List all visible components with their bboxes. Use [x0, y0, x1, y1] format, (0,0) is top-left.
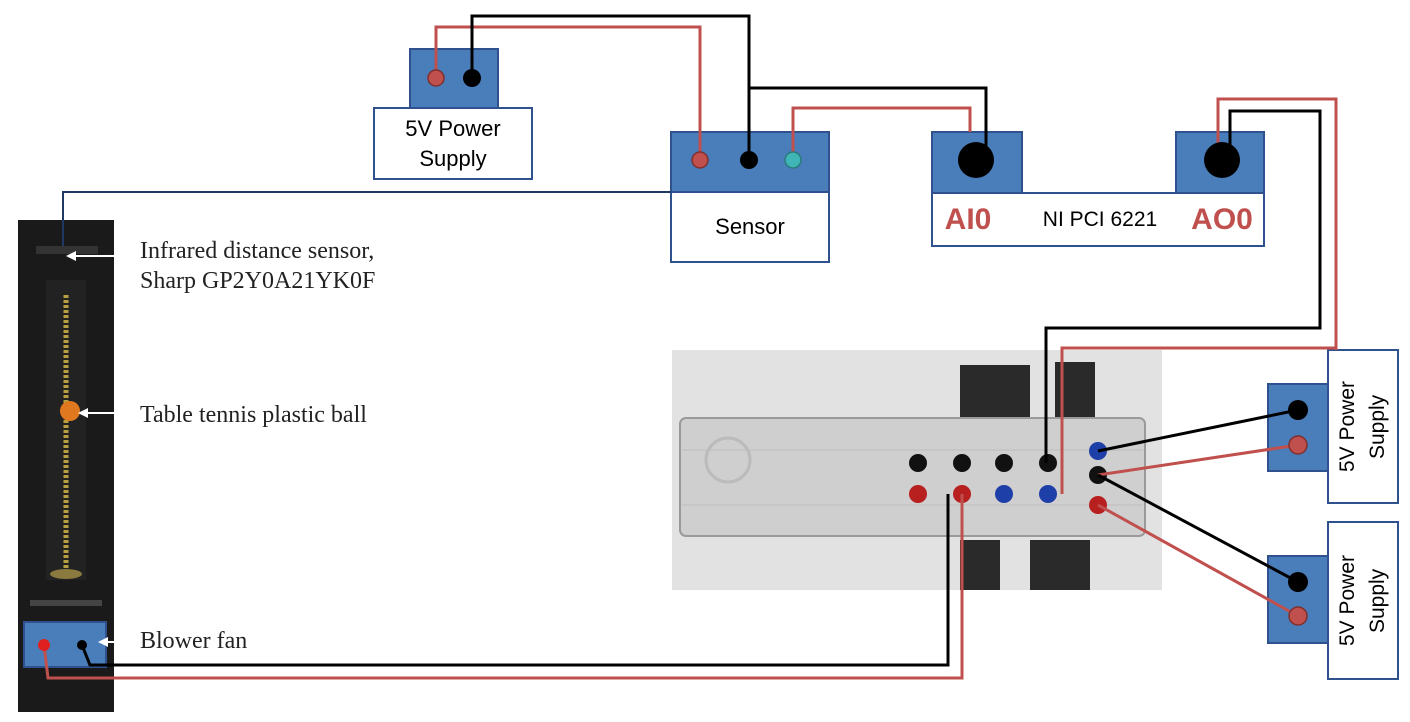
- right-supply-2-label: 5V Power Supply: [1330, 524, 1396, 677]
- ball-annotation: Table tennis plastic ball: [140, 402, 367, 428]
- right-supply-2-terminal-block: [1267, 555, 1329, 644]
- right-supply-1-label-box: [1327, 349, 1399, 504]
- top-supply-label-box: [373, 107, 533, 180]
- daq-card-label: NI PCI 6221: [1042, 208, 1158, 231]
- sensor-annotation-line1: Infrared distance sensor,: [140, 238, 375, 264]
- sensor-annotation: Infrared distance sensor, Sharp GP2Y0A21…: [140, 236, 375, 296]
- ball-icon: [60, 401, 80, 421]
- right-supply-1-positive-terminal: [1288, 435, 1308, 455]
- ai0-terminal: [958, 142, 994, 178]
- right-supply-1-label-line1: 5V Power: [1336, 380, 1359, 473]
- top-supply-terminal-block: [409, 48, 499, 109]
- wires: [42, 14, 1338, 680]
- sensor-label-box: [670, 191, 830, 263]
- ao0-terminal: [1204, 142, 1240, 178]
- fan-annotation: Blower fan: [140, 628, 248, 654]
- fan-negative-terminal: [77, 640, 87, 650]
- top-supply-negative-terminal: [463, 69, 481, 87]
- fan-positive-terminal: [38, 639, 50, 651]
- sensor-ground-terminal: [740, 151, 758, 169]
- top-supply-positive-terminal: [427, 69, 445, 87]
- daq-card-box: [931, 192, 1265, 247]
- right-supply-1-negative-terminal: [1288, 400, 1308, 420]
- right-supply-2-negative-terminal: [1288, 572, 1308, 592]
- ai0-label: AI0: [944, 203, 992, 236]
- right-supply-2-label-box: [1327, 521, 1399, 680]
- top-supply-label: 5V Power Supply: [374, 110, 532, 178]
- right-supply-1-label-line2: Supply: [1366, 394, 1389, 459]
- sensor-signal-terminal: [784, 151, 802, 169]
- arrow-heads: [66, 251, 108, 647]
- right-supply-2-positive-terminal: [1288, 606, 1308, 626]
- sensor-label: Sensor: [715, 214, 785, 239]
- right-supply-1-label: 5V Power Supply: [1330, 352, 1396, 501]
- right-supply-2-label-line1: 5V Power: [1336, 554, 1359, 647]
- amplifier-photo: [672, 350, 1162, 590]
- sensor-power-terminal: [691, 151, 709, 169]
- top-supply-label-line1: 5V Power: [405, 116, 501, 141]
- annotation-arrows: [72, 255, 130, 643]
- top-supply-label-line2: Supply: [419, 146, 487, 171]
- right-supply-2-label-line2: Supply: [1366, 568, 1389, 633]
- ao0-label: AO0: [1191, 203, 1253, 236]
- sensor-annotation-line2: Sharp GP2Y0A21YK0F: [140, 268, 376, 294]
- right-supply-1-terminal-block: [1267, 383, 1329, 472]
- fan-terminal-block: [23, 621, 107, 668]
